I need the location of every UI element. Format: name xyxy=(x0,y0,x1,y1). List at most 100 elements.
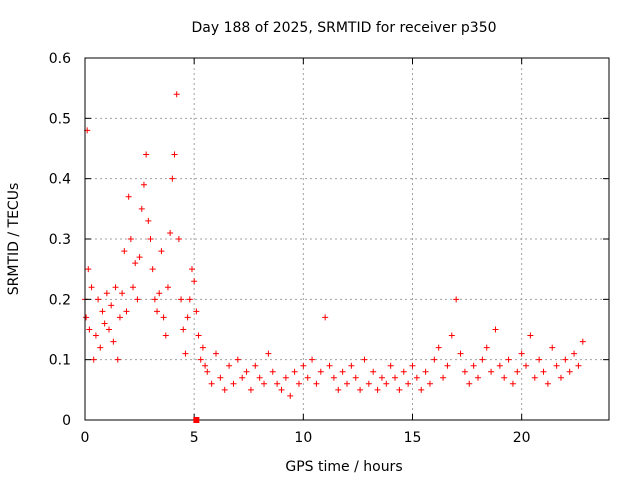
data-point-plus-marker xyxy=(154,308,161,315)
data-point-plus-marker xyxy=(392,374,399,381)
data-point-plus-marker xyxy=(413,374,420,381)
data-point-plus-marker xyxy=(566,368,573,375)
data-point-plus-marker xyxy=(164,284,171,291)
data-point-plus-marker xyxy=(85,266,92,273)
data-point-plus-marker xyxy=(97,344,104,351)
data-point-plus-marker xyxy=(195,332,202,339)
data-point-plus-marker xyxy=(119,290,126,297)
data-point-plus-marker xyxy=(90,356,97,363)
data-point-plus-marker xyxy=(226,362,233,369)
data-point-plus-marker xyxy=(496,362,503,369)
data-point-plus-marker xyxy=(361,356,368,363)
data-point-plus-marker xyxy=(175,236,182,242)
data-point-plus-marker xyxy=(86,326,93,333)
data-point-plus-marker xyxy=(553,362,560,369)
x-tick-label: 0 xyxy=(81,430,90,446)
data-point-plus-marker xyxy=(335,386,342,393)
data-point-plus-marker xyxy=(213,350,219,357)
data-point-plus-marker xyxy=(540,368,547,375)
data-point-plus-marker xyxy=(239,374,246,381)
data-point-plus-marker xyxy=(479,356,486,363)
data-point-plus-marker xyxy=(527,332,534,339)
data-point-plus-marker xyxy=(300,362,307,369)
data-point-plus-marker xyxy=(106,326,113,333)
data-point-plus-marker xyxy=(116,314,123,321)
data-point-plus-marker xyxy=(173,91,180,98)
data-point-plus-marker xyxy=(291,368,298,375)
data-point-plus-marker xyxy=(167,229,174,236)
axis-ticks xyxy=(84,57,609,421)
y-axis-label: SRMTID / TECUs xyxy=(6,183,22,296)
data-point-plus-marker xyxy=(282,374,289,381)
data-point-plus-marker xyxy=(405,380,412,387)
data-point-plus-marker xyxy=(92,332,99,339)
y-tick-label: 0.6 xyxy=(49,51,71,67)
data-point-plus-marker xyxy=(304,374,311,381)
data-point-plus-marker xyxy=(108,302,115,309)
data-point-plus-marker xyxy=(435,344,442,351)
data-point-plus-marker xyxy=(147,236,154,242)
data-point-plus-marker xyxy=(431,356,438,363)
data-point-plus-marker xyxy=(278,386,285,393)
data-point-plus-marker xyxy=(378,374,385,381)
data-point-plus-marker xyxy=(199,344,206,351)
y-tick-label: 0.2 xyxy=(49,292,71,308)
data-point-plus-marker xyxy=(549,344,556,351)
data-point-plus-marker xyxy=(230,380,237,387)
data-point-plus-marker xyxy=(261,380,268,387)
data-point-plus-marker xyxy=(509,380,516,387)
y-tick-label: 0.5 xyxy=(49,111,71,127)
data-point-plus-marker xyxy=(234,356,241,363)
data-point-plus-marker xyxy=(492,326,499,333)
data-point-plus-marker xyxy=(208,380,215,387)
y-tick-label: 0.1 xyxy=(49,353,71,369)
x-tick-label: 10 xyxy=(294,430,312,446)
data-point-plus-marker xyxy=(171,151,178,158)
data-point-plus-marker xyxy=(461,368,468,375)
data-point-plus-marker xyxy=(313,380,320,387)
data-point-plus-marker xyxy=(158,248,165,255)
data-point-plus-marker xyxy=(383,380,390,387)
data-point-plus-marker xyxy=(178,296,185,303)
data-point-plus-marker xyxy=(112,284,119,291)
data-point-plus-marker xyxy=(309,356,316,363)
data-point-plus-marker xyxy=(453,296,460,303)
data-point-plus-marker xyxy=(544,380,551,387)
data-point-plus-marker xyxy=(221,386,228,393)
data-point-plus-marker xyxy=(169,175,176,182)
data-point-plus-marker xyxy=(252,362,259,369)
data-point-plus-marker xyxy=(426,380,433,387)
data-point-plus-marker xyxy=(365,380,372,387)
data-point-plus-marker xyxy=(348,362,355,369)
data-point-plus-marker xyxy=(193,308,200,315)
data-point-plus-marker xyxy=(151,296,158,303)
data-point-plus-marker xyxy=(184,314,191,321)
data-point-plus-marker xyxy=(357,386,364,393)
data-point-plus-marker xyxy=(95,296,102,303)
data-point-plus-marker xyxy=(143,151,150,158)
data-point-plus-marker xyxy=(256,374,263,381)
data-point-plus-marker xyxy=(518,350,525,357)
data-point-plus-marker xyxy=(132,260,139,267)
data-point-plus-marker xyxy=(114,356,121,363)
data-point-plus-marker xyxy=(523,362,530,369)
filled-square-marker xyxy=(193,417,200,423)
data-point-plus-marker xyxy=(188,266,195,273)
data-point-plus-marker xyxy=(130,284,137,291)
data-point-plus-marker xyxy=(440,374,447,381)
data-point-plus-marker xyxy=(145,217,152,224)
data-points xyxy=(82,91,586,399)
data-point-plus-marker xyxy=(197,356,204,363)
data-point-plus-marker xyxy=(295,380,302,387)
y-tick-label: 0.3 xyxy=(49,232,71,248)
data-point-plus-marker xyxy=(274,380,281,387)
data-point-plus-marker xyxy=(134,296,141,303)
data-point-plus-marker xyxy=(83,314,90,321)
chart-title: Day 188 of 2025, SRMTID for receiver p35… xyxy=(191,20,496,36)
data-point-plus-marker xyxy=(149,266,156,273)
data-point-plus-marker xyxy=(103,290,110,297)
data-point-plus-marker xyxy=(409,362,416,369)
data-point-plus-marker xyxy=(204,368,211,375)
x-tick-labels: 0 5 10 15 20 xyxy=(81,430,531,446)
